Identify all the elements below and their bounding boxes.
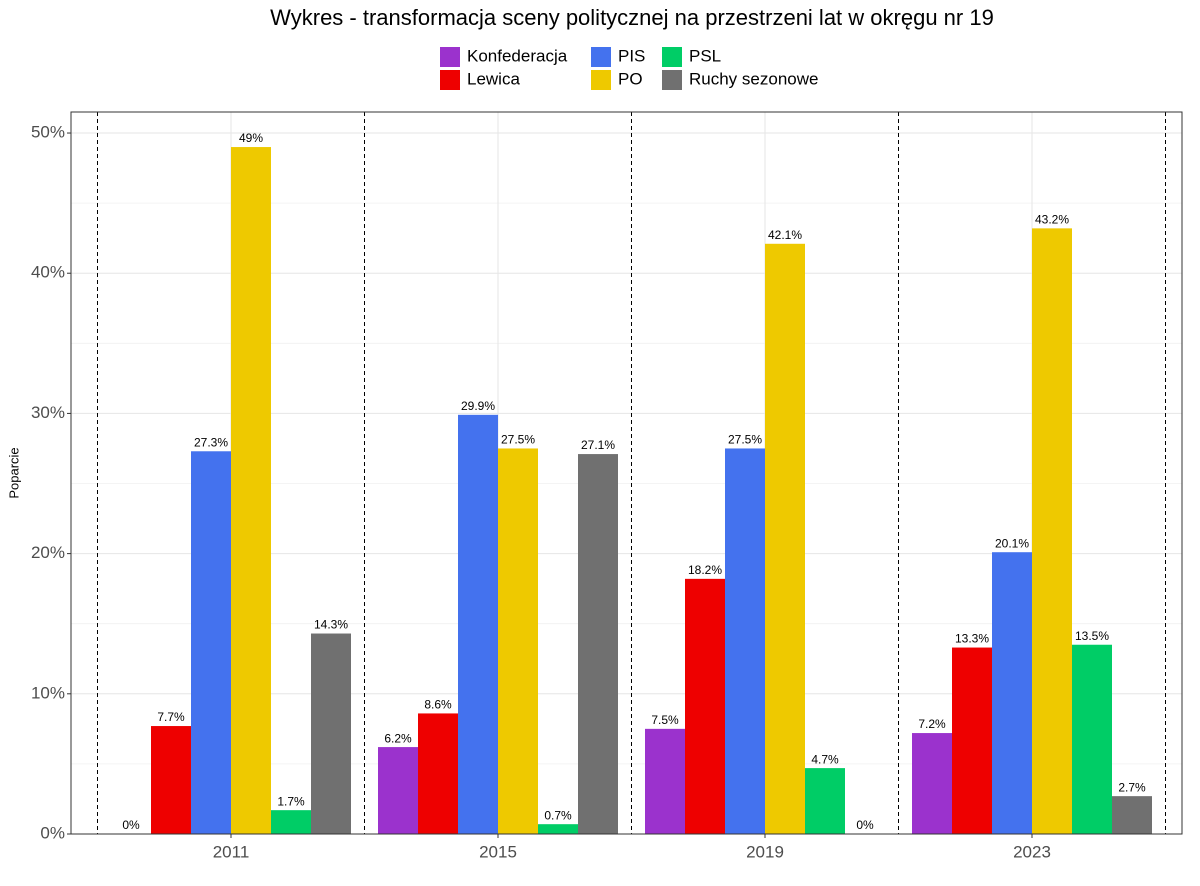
bar xyxy=(685,578,725,834)
bar xyxy=(538,824,578,834)
bar xyxy=(378,747,418,834)
y-tick-label: 10% xyxy=(31,683,65,702)
x-tick-label: 2015 xyxy=(479,842,517,861)
bar xyxy=(1032,228,1072,835)
legend-label: PO xyxy=(618,69,643,88)
value-label: 27.3% xyxy=(194,435,228,449)
bar xyxy=(765,243,805,834)
x-tick-label: 2023 xyxy=(1013,842,1051,861)
bar xyxy=(805,768,845,834)
legend-label: Lewica xyxy=(467,69,520,88)
value-label: 0% xyxy=(856,818,874,832)
value-label: 6.2% xyxy=(384,731,412,745)
value-label: 0.7% xyxy=(544,808,572,822)
bar xyxy=(418,713,458,834)
y-tick-label: 40% xyxy=(31,263,65,282)
chart-title: Wykres - transformacja sceny politycznej… xyxy=(270,5,994,30)
bar xyxy=(912,733,952,834)
value-label: 29.9% xyxy=(461,399,495,413)
y-tick-label: 0% xyxy=(40,823,65,842)
legend-key xyxy=(591,47,611,67)
value-label: 42.1% xyxy=(768,228,802,242)
bar xyxy=(498,448,538,834)
legend-label: Ruchy sezonowe xyxy=(689,69,818,88)
value-label: 2.7% xyxy=(1118,780,1146,794)
legend-key xyxy=(662,70,682,90)
bar xyxy=(191,451,231,834)
bar xyxy=(151,726,191,834)
y-tick-label: 30% xyxy=(31,403,65,422)
value-label: 18.2% xyxy=(688,563,722,577)
plot-border xyxy=(70,111,1183,835)
value-label: 49% xyxy=(239,131,263,145)
value-label: 27.5% xyxy=(501,433,535,447)
bar xyxy=(458,414,498,834)
value-label: 13.3% xyxy=(955,632,989,646)
bar xyxy=(1072,644,1112,834)
y-tick-label: 50% xyxy=(31,123,65,142)
value-label: 7.2% xyxy=(918,717,946,731)
legend-label: PIS xyxy=(618,46,645,65)
legend-label: Konfederacja xyxy=(467,46,568,65)
bar xyxy=(1112,796,1152,834)
y-axis-title: Poparcie xyxy=(6,447,21,498)
x-tick-label: 2019 xyxy=(746,842,784,861)
value-label: 20.1% xyxy=(995,536,1029,550)
x-tick-label: 2011 xyxy=(213,842,250,861)
value-label: 14.3% xyxy=(314,618,348,632)
bar xyxy=(725,448,765,834)
legend-key xyxy=(662,47,682,67)
value-label: 8.6% xyxy=(424,698,452,712)
legend-key xyxy=(440,47,460,67)
value-label: 7.7% xyxy=(157,710,185,724)
legend-label: PSL xyxy=(689,46,721,65)
bar xyxy=(952,647,992,834)
bar xyxy=(992,552,1032,834)
value-label: 43.2% xyxy=(1035,213,1069,227)
bar xyxy=(231,147,271,835)
bar xyxy=(578,454,618,834)
value-label: 0% xyxy=(122,818,140,832)
bar xyxy=(271,810,311,834)
bar xyxy=(311,633,351,834)
legend-key xyxy=(591,70,611,90)
value-label: 7.5% xyxy=(651,713,679,727)
value-label: 1.7% xyxy=(277,794,305,808)
bar xyxy=(645,728,685,834)
value-label: 4.7% xyxy=(811,752,839,766)
y-tick-label: 20% xyxy=(31,543,65,562)
legend-key xyxy=(440,70,460,90)
value-label: 27.1% xyxy=(581,438,615,452)
value-label: 27.5% xyxy=(728,433,762,447)
value-label: 13.5% xyxy=(1075,629,1109,643)
